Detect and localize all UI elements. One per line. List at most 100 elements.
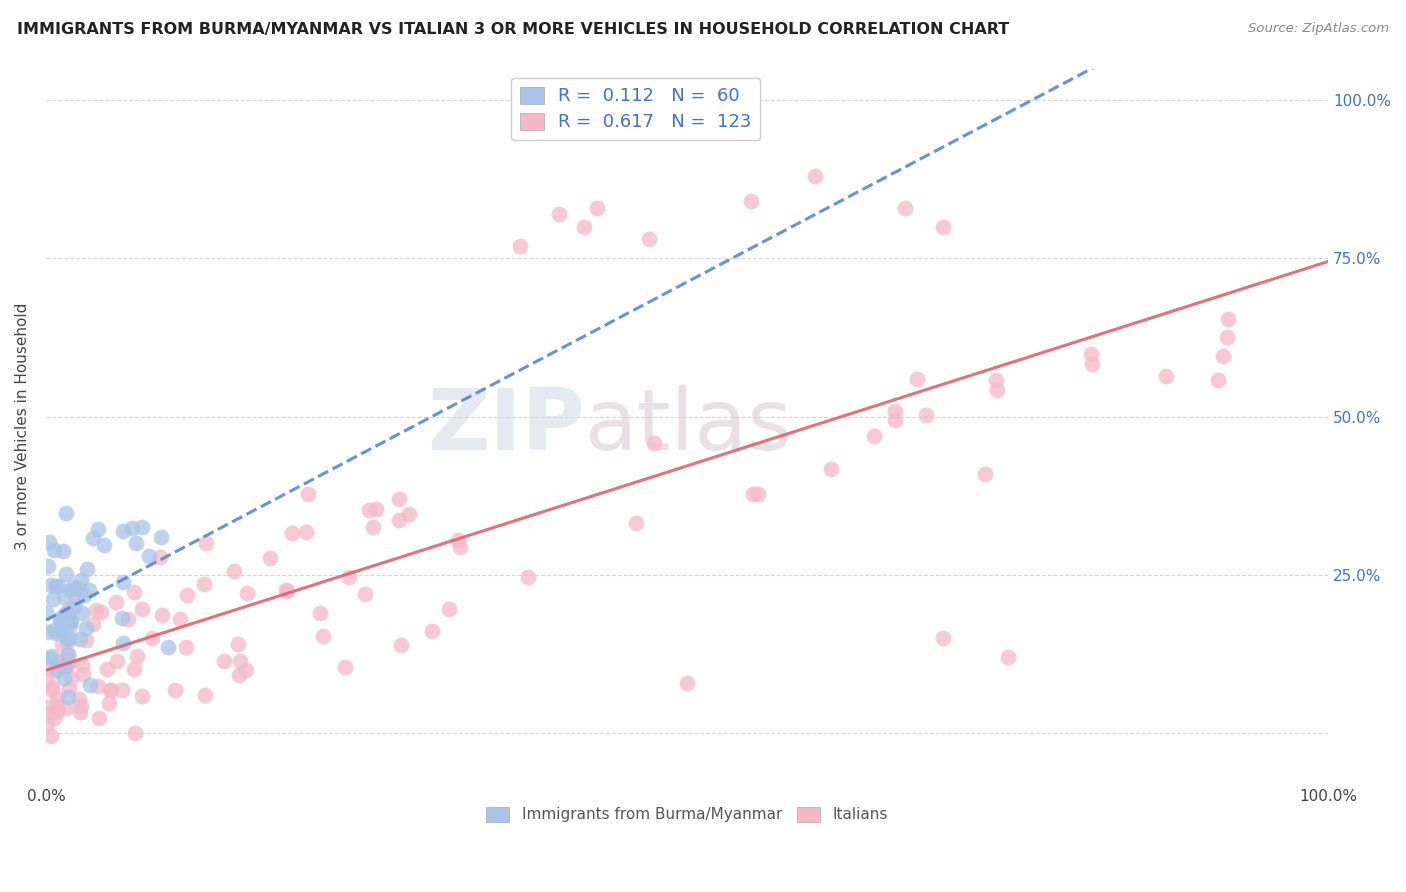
Point: [37, 558, 59, 573]
Point: [117, 612, 139, 626]
Point: [1081, 357, 1104, 371]
Point: [62, 580, 84, 594]
Point: [93, 538, 115, 552]
Point: [235, 663, 257, 677]
Point: [56, 659, 79, 673]
Point: [297, 487, 319, 501]
Point: [276, 584, 298, 599]
Point: [226, 637, 249, 651]
Point: [122, 584, 145, 599]
Point: [259, 550, 281, 565]
Point: [72, 606, 94, 620]
Point: [643, 436, 665, 450]
Point: [37, 651, 59, 665]
Point: [58, 648, 80, 662]
Point: [131, 520, 153, 534]
Point: [105, 654, 128, 668]
Point: [56, 635, 79, 649]
Point: [163, 683, 186, 698]
Point: [547, 207, 569, 221]
Point: [69, 705, 91, 719]
Point: [274, 583, 297, 598]
Point: [125, 536, 148, 550]
Point: [169, 612, 191, 626]
Point: [49, 610, 72, 624]
Point: [449, 540, 471, 554]
Point: [363, 520, 385, 534]
Point: [420, 624, 443, 638]
Point: [586, 201, 609, 215]
Point: [89, 711, 111, 725]
Point: [104, 595, 127, 609]
Point: [804, 169, 827, 183]
Point: [150, 530, 173, 544]
Point: [98, 683, 121, 698]
Point: [82, 617, 104, 632]
Point: [42, 624, 65, 638]
Point: [35, 716, 58, 731]
Text: atlas: atlas: [585, 384, 793, 467]
Point: [56, 647, 79, 661]
Point: [389, 638, 412, 652]
Point: [90, 605, 112, 619]
Point: [914, 408, 936, 422]
Point: [96, 662, 118, 676]
Point: [862, 429, 884, 443]
Point: [364, 502, 387, 516]
Point: [131, 689, 153, 703]
Point: [1206, 373, 1229, 387]
Point: [447, 533, 470, 547]
Point: [44, 665, 66, 679]
Point: [56, 652, 79, 666]
Point: [894, 201, 917, 215]
Legend: Immigrants from Burma/Myanmar, Italians: Immigrants from Burma/Myanmar, Italians: [479, 799, 896, 830]
Point: [59, 618, 82, 632]
Point: [884, 404, 907, 418]
Point: [517, 570, 540, 584]
Point: [194, 688, 217, 702]
Point: [45, 625, 67, 640]
Point: [51, 637, 73, 651]
Point: [111, 611, 134, 625]
Point: [42, 711, 65, 725]
Point: [39, 729, 62, 743]
Point: [1212, 349, 1234, 363]
Point: [111, 574, 134, 589]
Point: [52, 671, 75, 685]
Point: [339, 570, 361, 584]
Point: [398, 507, 420, 521]
Text: IMMIGRANTS FROM BURMA/MYANMAR VS ITALIAN 3 OR MORE VEHICLES IN HOUSEHOLD CORRELA: IMMIGRANTS FROM BURMA/MYANMAR VS ITALIAN…: [17, 22, 1010, 37]
Point: [48, 654, 70, 668]
Point: [229, 655, 252, 669]
Point: [111, 683, 134, 698]
Point: [55, 632, 77, 647]
Point: [53, 607, 76, 622]
Point: [111, 524, 134, 538]
Point: [58, 610, 80, 624]
Point: [56, 603, 79, 617]
Point: [67, 692, 90, 706]
Point: [150, 607, 173, 622]
Point: [73, 588, 96, 602]
Point: [357, 503, 380, 517]
Point: [986, 384, 1008, 398]
Point: [1154, 368, 1177, 383]
Point: [388, 512, 411, 526]
Text: Source: ZipAtlas.com: Source: ZipAtlas.com: [1249, 22, 1389, 36]
Point: [388, 491, 411, 506]
Point: [740, 194, 762, 209]
Point: [176, 588, 198, 602]
Point: [42, 591, 65, 606]
Point: [70, 658, 93, 673]
Point: [138, 549, 160, 563]
Point: [222, 564, 245, 578]
Point: [55, 606, 77, 620]
Point: [932, 632, 955, 646]
Point: [79, 678, 101, 692]
Point: [194, 536, 217, 550]
Point: [52, 544, 75, 558]
Point: [52, 623, 75, 637]
Point: [38, 535, 60, 549]
Point: [59, 614, 82, 628]
Point: [149, 549, 172, 564]
